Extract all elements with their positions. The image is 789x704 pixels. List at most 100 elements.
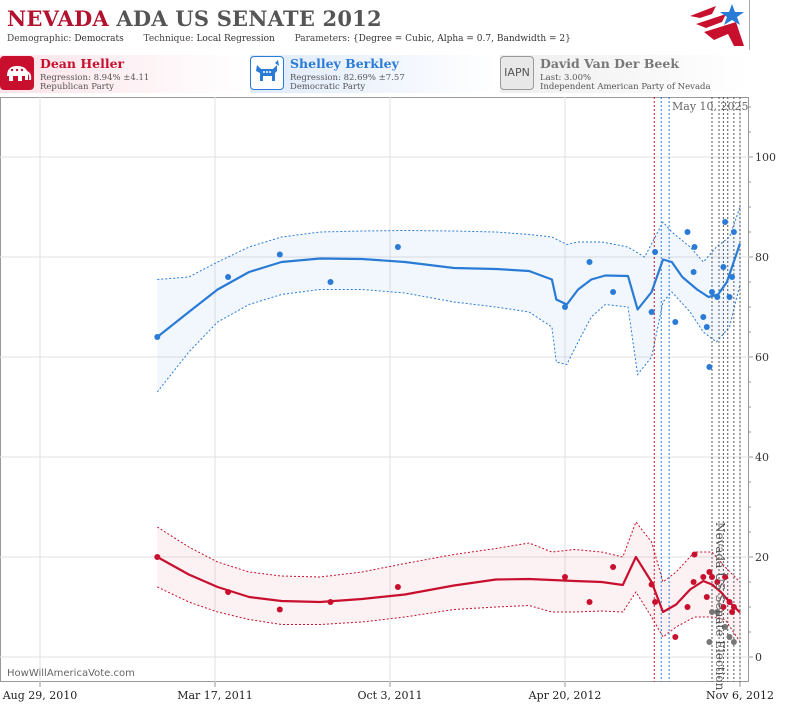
shelley-berkley-poll-point	[729, 274, 736, 280]
candidate-party: Republican Party	[40, 82, 114, 92]
shelley-berkley-poll-point	[703, 324, 710, 330]
dean-heller-poll-point	[729, 609, 736, 615]
david-van-der-beek-poll-point	[722, 624, 729, 630]
technique-label: Technique:	[143, 34, 194, 44]
dean-heller-trend-line	[156, 555, 741, 614]
donkey-icon	[250, 56, 284, 90]
shelley-berkley-lower-bound	[156, 284, 741, 393]
elephant-icon	[0, 56, 34, 90]
shelley-berkley-upper-bound	[157, 206, 741, 280]
candidate-card-heller: Dean Heller Regression: 8.94% ±4.11 Repu…	[0, 55, 248, 93]
y-tick-label: 80	[755, 251, 769, 264]
candidate-last: Last: 3.00%	[540, 73, 592, 83]
dean-heller-poll-point	[684, 604, 691, 610]
candidate-card-van-der-beek: IAPN David Van Der Beek Last: 3.00% Inde…	[500, 55, 748, 93]
dean-heller-poll-point	[154, 554, 161, 560]
site-watermark: HowWillAmericaVote.com	[7, 668, 135, 679]
candidate-card-berkley: Shelley Berkley Regression: 82.69% ±7.57…	[250, 55, 498, 93]
david-van-der-beek-poll-point	[726, 634, 733, 640]
dean-heller-poll-point	[586, 599, 593, 605]
shelley-berkley-poll-point	[225, 274, 232, 280]
technique-value: Local Regression	[196, 34, 275, 44]
shelley-berkley-poll-point	[154, 334, 161, 340]
x-tick-label: Nov 6, 2012	[706, 689, 774, 702]
site-logo-icon	[690, 4, 744, 46]
candidate-name: Dean Heller	[40, 56, 125, 71]
shelley-berkley-poll-point	[690, 269, 697, 275]
parameters-value: {Degree = Cubic, Alpha = 0.7, Bandwidth …	[352, 34, 571, 44]
david-van-der-beek-poll-point	[709, 609, 715, 615]
dean-heller-confidence-band	[157, 522, 741, 642]
shelley-berkley-poll-point	[586, 259, 593, 265]
dean-heller-poll-point	[706, 569, 713, 575]
dean-heller-upper-bound	[157, 520, 741, 583]
demographic-label: Demographic:	[7, 34, 72, 44]
shelley-berkley-poll-point	[276, 251, 283, 258]
x-tick-label: Apr 20, 2012	[528, 689, 602, 702]
david-van-der-beek-poll-point	[714, 609, 721, 615]
shelley-berkley-trend-line	[156, 243, 742, 338]
y-tick-label: 40	[755, 451, 769, 464]
dean-heller-poll-point	[714, 579, 721, 585]
david-van-der-beek-poll-point	[730, 639, 737, 645]
chart-parameters: Demographic: Democrats Technique: Local …	[7, 34, 571, 44]
shelley-berkley-poll-point	[648, 309, 655, 315]
shelley-berkley-poll-point	[327, 279, 334, 285]
shelley-berkley-poll-point	[722, 219, 729, 225]
dean-heller-poll-point	[720, 604, 727, 610]
demographic-value: Democrats	[74, 34, 124, 44]
candidate-regression: Regression: 8.94% ±4.11	[40, 73, 150, 83]
shelley-berkley-poll-point	[720, 264, 727, 270]
title-rest: ADA US SENATE 2012	[116, 6, 382, 31]
shelley-berkley-confidence-band	[157, 207, 741, 392]
shelley-berkley-poll-point	[706, 364, 713, 370]
dean-heller-poll-point	[225, 589, 232, 595]
david-van-der-beek-poll-point	[706, 639, 713, 645]
shelley-berkley-poll-point	[700, 314, 707, 320]
shelley-berkley-poll-point	[691, 244, 698, 250]
shelley-berkley-poll-point	[726, 294, 733, 300]
candidate-party: Democratic Party	[290, 82, 366, 92]
chart-header: NEVADA ADA US SENATE 2012 Demographic: D…	[0, 0, 750, 50]
dean-heller-poll-point	[730, 604, 737, 610]
shelley-berkley-poll-point	[672, 319, 679, 325]
dean-heller-poll-point	[726, 599, 733, 605]
shelley-berkley-poll-point	[610, 289, 617, 295]
y-tick-label: 0	[755, 651, 762, 664]
shelley-berkley-poll-point	[394, 244, 401, 250]
y-tick-label: 60	[755, 351, 769, 364]
candidate-name: Shelley Berkley	[290, 56, 399, 71]
x-tick-label: Aug 29, 2010	[2, 689, 78, 702]
dean-heller-poll-point	[652, 599, 659, 605]
x-tick-label: Oct 3, 2011	[357, 689, 422, 702]
dean-heller-poll-point	[691, 551, 698, 558]
y-tick-label: 20	[755, 551, 769, 564]
dean-heller-poll-point	[672, 634, 679, 640]
plot-frame	[0, 97, 749, 682]
shelley-berkley-poll-point	[714, 294, 721, 300]
shelley-berkley-poll-point	[562, 304, 568, 310]
dean-heller-poll-point	[562, 574, 568, 580]
title-state: NEVADA	[7, 6, 109, 31]
dean-heller-poll-point	[276, 606, 283, 613]
shelley-berkley-poll-point	[684, 229, 691, 235]
dean-heller-poll-point	[722, 574, 729, 580]
party-badge: IAPN	[500, 56, 534, 90]
shelley-berkley-poll-point	[652, 249, 659, 255]
shelley-berkley-poll-point	[730, 229, 737, 235]
dean-heller-poll-point	[690, 579, 697, 585]
dean-heller-lower-bound	[157, 586, 741, 643]
dean-heller-poll-point	[709, 574, 715, 580]
dean-heller-poll-point	[394, 584, 401, 590]
candidate-party: Independent American Party of Nevada	[540, 82, 711, 92]
x-tick-label: Mar 17, 2011	[177, 689, 253, 702]
dean-heller-poll-point	[648, 581, 655, 588]
dean-heller-poll-point	[327, 599, 334, 605]
candidate-regression: Regression: 82.69% ±7.57	[290, 73, 405, 83]
dean-heller-poll-point	[700, 574, 707, 580]
page-title: NEVADA ADA US SENATE 2012	[7, 6, 382, 31]
candidate-name: David Van Der Beek	[540, 56, 679, 71]
shelley-berkley-poll-point	[709, 289, 715, 295]
current-date-label: May 10, 2025	[672, 100, 749, 113]
